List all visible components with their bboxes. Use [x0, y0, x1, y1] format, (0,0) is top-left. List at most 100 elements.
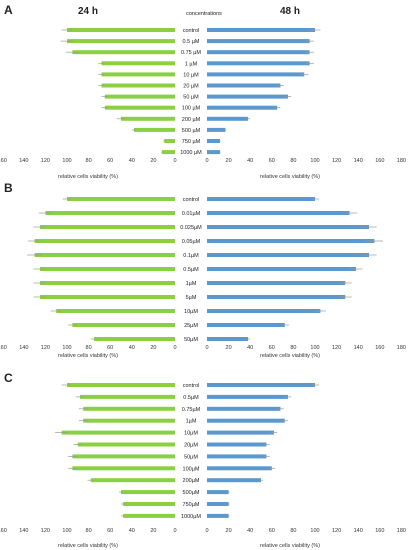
bar-48h	[207, 281, 346, 285]
x-tick-right: 60	[269, 345, 275, 351]
bar-24h	[79, 394, 175, 399]
category-label: 500µM	[183, 490, 200, 496]
bar-48h	[207, 454, 267, 459]
x-tick-left: 0	[173, 158, 176, 164]
x-tick-right: 140	[354, 158, 363, 164]
x-tick-left: 120	[41, 345, 50, 351]
category-label: 1000 µM	[180, 150, 202, 156]
x-tick-left: 100	[62, 528, 71, 534]
bar-24h	[56, 309, 176, 313]
x-tick-right: 40	[247, 158, 253, 164]
x-tick-right: 120	[332, 528, 341, 534]
x-tick-right: 80	[290, 528, 296, 534]
x-tick-right: 160	[375, 158, 384, 164]
bar-48h	[207, 211, 350, 215]
x-tick-left: 160	[0, 158, 7, 164]
category-label: 0.75 µM	[181, 50, 201, 56]
category-label: 10 µM	[183, 72, 199, 78]
x-tick-left: 80	[86, 528, 92, 534]
header-concentrations: concentrations	[186, 11, 222, 17]
bar-48h	[207, 83, 281, 88]
panel-letter: A	[4, 3, 13, 17]
x-tick-left: 140	[19, 345, 28, 351]
category-label: 200µM	[183, 478, 200, 484]
category-label: 20µM	[184, 443, 198, 449]
category-label: control	[183, 28, 200, 34]
bar-48h	[207, 253, 369, 257]
bar-48h	[207, 383, 315, 387]
category-label: 750µM	[183, 502, 200, 508]
bar-48h	[207, 406, 281, 411]
bar-24h	[40, 225, 175, 229]
bar-48h	[207, 239, 375, 243]
category-label: control	[183, 383, 200, 389]
category-label: 0.5µM	[183, 395, 199, 401]
bar-48h	[207, 72, 305, 77]
bar-24h	[104, 105, 175, 110]
x-tick-right: 100	[310, 528, 319, 534]
bar-48h	[207, 513, 229, 518]
bar-48h	[207, 94, 288, 99]
header-48h: 48 h	[280, 6, 300, 17]
bar-48h	[207, 394, 288, 399]
category-label: 100 µM	[182, 106, 201, 112]
x-tick-left: 100	[62, 158, 71, 164]
x-tick-left: 120	[41, 158, 50, 164]
bar-24h	[72, 466, 175, 471]
x-tick-right: 100	[310, 345, 319, 351]
x-tick-right: 40	[247, 345, 253, 351]
category-label: 500 µM	[182, 128, 201, 134]
bar-48h	[207, 490, 229, 495]
bar-48h	[207, 295, 346, 299]
category-label: 10µM	[184, 309, 198, 315]
bar-24h	[67, 28, 175, 32]
x-tick-left: 140	[19, 158, 28, 164]
category-label: 50µM	[184, 337, 198, 343]
bar-48h	[207, 309, 321, 313]
bar-48h	[207, 105, 278, 110]
bar-48h	[207, 39, 310, 44]
bar-48h	[207, 139, 220, 143]
bar-24h	[162, 150, 175, 155]
x-tick-left: 0	[173, 528, 176, 534]
category-label: 1000µM	[181, 514, 201, 520]
bar-48h	[207, 225, 369, 229]
x-tick-right: 160	[375, 528, 384, 534]
x-tick-left: 20	[150, 528, 156, 534]
x-tick-right: 0	[205, 345, 208, 351]
bar-24h	[72, 323, 175, 327]
category-label: 0.025µM	[180, 225, 202, 231]
bar-24h	[40, 267, 175, 271]
x-tick-left: 60	[107, 528, 113, 534]
x-tick-left: 20	[150, 345, 156, 351]
bar-24h	[123, 513, 175, 518]
bar-48h	[207, 502, 229, 506]
category-label: 1µM	[186, 281, 197, 287]
category-label: 1 µM	[185, 61, 198, 67]
x-tick-right: 120	[332, 345, 341, 351]
x-tick-left: 40	[129, 528, 135, 534]
bar-48h	[207, 127, 226, 132]
bar-24h	[101, 72, 175, 77]
x-tick-right: 80	[290, 345, 296, 351]
bar-24h	[133, 127, 175, 132]
category-label: 20 µM	[183, 84, 199, 90]
bar-24h	[123, 502, 175, 506]
bar-48h	[207, 418, 285, 423]
bar-24h	[40, 281, 175, 285]
bar-48h	[207, 478, 261, 483]
x-tick-right: 80	[290, 158, 296, 164]
x-axis-label-right: relative cells viability (%)	[260, 543, 320, 549]
bar-24h	[67, 197, 175, 201]
bar-24h	[94, 337, 175, 341]
header-24h: 24 h	[78, 6, 98, 17]
bar-48h	[207, 197, 315, 201]
category-label: 0.75µM	[182, 407, 201, 413]
bar-48h	[207, 323, 285, 327]
panel-letter: C	[4, 371, 13, 385]
x-tick-right: 20	[226, 528, 232, 534]
category-label: 50µM	[184, 454, 198, 460]
